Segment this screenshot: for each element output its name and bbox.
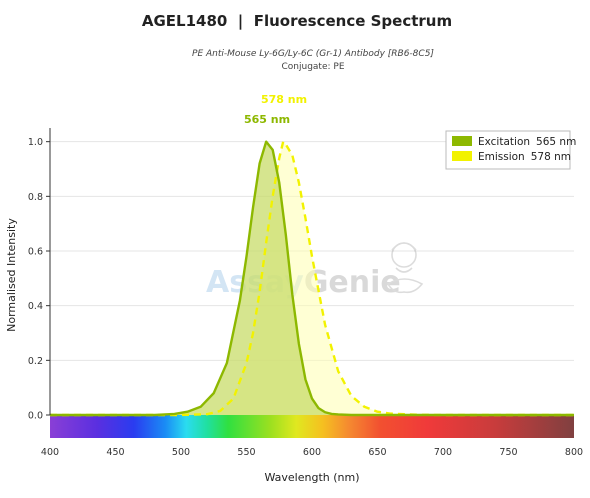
axes: 0.0 0.2 0.4 0.6 0.8 1.0 400 450 500 550 600 650 700 7… [28,128,583,458]
legend-name-excitation: Excitation [478,136,530,148]
y-tick-label-4: 0.8 [28,192,43,203]
y-tick-label-0: 0.0 [28,411,43,422]
spectrum-gradient [50,415,574,438]
x-tick-label-2: 500 [172,447,190,458]
legend-entry-excitation: Excitation 565 nm [478,136,576,148]
peak-label-excitation: 565 nm [244,113,290,126]
series-line-emission [50,140,574,417]
spectrum-bar [50,415,574,438]
legend-name-emission: Emission [478,151,525,163]
legend: Excitation 565 nm Emission 578 nm [445,130,576,170]
y-tick-label-2: 0.4 [28,301,43,312]
legend-value-excitation: 565 nm [536,136,576,148]
peak-label-emission: 578 nm [261,93,307,106]
genie-lamp-icon [386,242,424,294]
x-tick-label-4: 600 [303,447,321,458]
conjugate-label: Conjugate: PE [282,62,345,72]
legend-entry-emission: Emission 578 nm [478,151,571,163]
legend-swatch-emission [452,151,472,161]
x-tick-label-5: 650 [368,447,386,458]
y-tick-label-3: 0.6 [28,247,43,258]
series-line-excitation [50,140,574,417]
legend-swatch-excitation [452,136,472,146]
series-layer [50,140,574,417]
peak-labels: 565 nm 578 nm [244,93,307,126]
x-tick-label-3: 550 [237,447,255,458]
x-tick-label-8: 800 [565,447,583,458]
y-tick-label-5: 1.0 [28,137,43,148]
x-tick-label-1: 450 [106,447,124,458]
x-tick-label-0: 400 [41,447,59,458]
y-axis-label: Normalised Intensity [5,218,18,332]
x-tick-label-7: 750 [499,447,517,458]
x-axis-label: Wavelength (nm) [264,471,359,484]
watermark-text-b: Genie [304,265,401,300]
series-fill-emission [50,141,574,416]
page-subtitle: PE Anti-Mouse Ly-6G/Ly-6C (Gr-1) Antibod… [192,49,434,59]
legend-value-emission: 578 nm [531,151,571,163]
x-tick-label-6: 700 [434,447,452,458]
y-tick-label-1: 0.2 [28,356,43,367]
page-title: AGEL1480 | Fluorescence Spectrum [142,12,452,31]
